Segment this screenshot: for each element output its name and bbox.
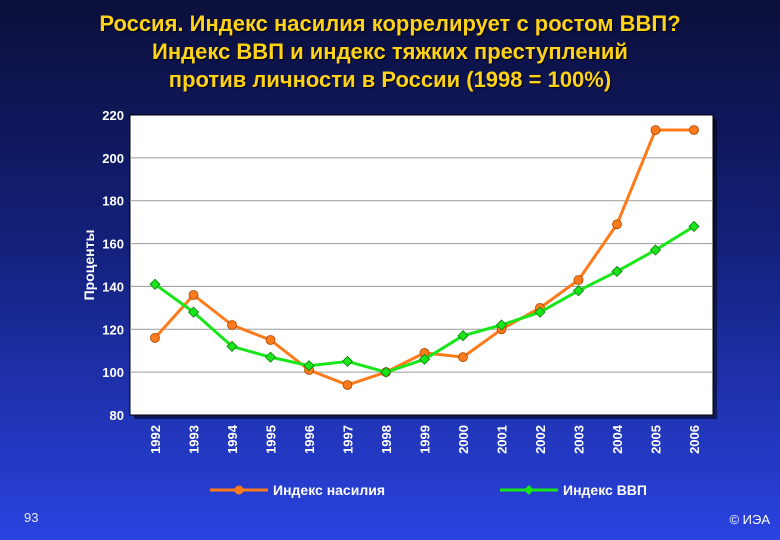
series-2-point — [380, 366, 392, 378]
series-1-point — [689, 125, 699, 135]
series-2-point — [341, 355, 354, 367]
title-line-3: против личности в России (1998 = 100%) — [168, 67, 612, 92]
y-tick-label: 200 — [102, 151, 124, 166]
series-1-point — [650, 125, 661, 135]
series-1-point — [573, 275, 584, 285]
series-1-point — [342, 380, 353, 390]
page-number: 93 — [24, 510, 39, 525]
x-tick-label: 2002 — [533, 425, 548, 454]
series-2-point — [187, 306, 200, 318]
series-1-point — [150, 332, 160, 343]
y-axis-label: Проценты — [81, 230, 97, 301]
x-tick-label: 2003 — [572, 425, 587, 454]
series-2-point — [534, 306, 546, 318]
y-tick-label: 100 — [102, 365, 124, 380]
x-tick-label: 1998 — [379, 425, 394, 454]
slide-title: Россия. Индекс насилия коррелирует с рос… — [0, 10, 780, 94]
x-tick-label: 1996 — [302, 425, 317, 454]
series-1-point — [458, 352, 468, 363]
legend-swatch-marker — [234, 485, 244, 495]
series-2-point — [457, 330, 469, 342]
y-tick-label: 160 — [102, 237, 124, 252]
series-2-point — [226, 340, 238, 352]
x-tick-label: 1992 — [148, 425, 163, 454]
x-tick-label: 2001 — [495, 425, 510, 454]
x-tick-label: 2000 — [456, 425, 471, 454]
series-1-point — [265, 335, 276, 345]
plot-area — [129, 114, 714, 416]
y-tick-label: 140 — [102, 279, 124, 294]
legend-swatch-marker — [524, 485, 534, 495]
x-tick-label: 1999 — [418, 425, 433, 454]
series-2-point — [611, 265, 623, 277]
series-2-point — [418, 353, 431, 365]
y-tick-label: 220 — [102, 108, 124, 123]
series-1-point — [227, 320, 237, 330]
series-2-point — [495, 319, 508, 331]
series-2-point — [303, 360, 315, 372]
series-2-point — [572, 285, 585, 297]
x-tick-label: 1995 — [264, 425, 279, 454]
legend-label: Индекс ВВП — [563, 482, 647, 498]
y-tick-label: 120 — [102, 322, 124, 337]
series-1-point — [612, 219, 622, 230]
legend-label: Индекс насилия — [273, 482, 385, 498]
series-1-point — [188, 290, 199, 300]
series-2-point — [149, 278, 161, 290]
copyright-text: © ИЭА — [729, 512, 770, 527]
series-2-point — [264, 351, 277, 363]
y-tick-label: 80 — [110, 408, 124, 423]
title-line-2: Индекс ВВП и индекс тяжких преступлений — [152, 39, 628, 64]
x-tick-label: 1997 — [341, 425, 356, 454]
series-2-point — [688, 220, 700, 232]
x-tick-label: 1994 — [225, 424, 240, 454]
y-tick-label: 180 — [102, 194, 124, 209]
x-tick-label: 2004 — [610, 424, 625, 454]
x-tick-label: 2006 — [687, 425, 702, 454]
x-tick-label: 2005 — [649, 425, 664, 454]
title-line-1: Россия. Индекс насилия коррелирует с рос… — [99, 11, 681, 36]
series-2-point — [649, 244, 662, 256]
x-tick-label: 1993 — [187, 425, 202, 454]
